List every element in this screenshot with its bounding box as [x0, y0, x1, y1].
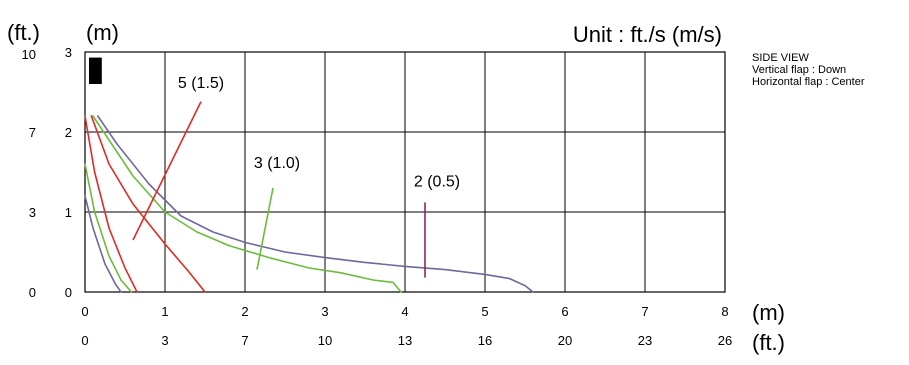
- y-tick-label-ft: 7: [29, 125, 36, 140]
- x-tick-label-m: 6: [561, 304, 568, 319]
- annotation-label: 3 (1.0): [254, 155, 300, 172]
- y-tick-label-m: 0: [65, 285, 72, 300]
- x-tick-label-m: 0: [81, 304, 88, 319]
- annotation-line: [132, 101, 202, 241]
- y-tick-label-m: 1: [65, 205, 72, 220]
- y-tick-label-m: 3: [65, 45, 72, 60]
- side-view-label: SIDE VIEW: [752, 52, 809, 64]
- side-note: SIDE VIEW Vertical flap : Down Horizonta…: [752, 52, 865, 88]
- series-line-green_inner: [84, 163, 133, 293]
- y-axis-unit-m: (m): [86, 20, 119, 45]
- x-tick-label-ft: 0: [81, 333, 88, 348]
- x-tick-label-ft: 23: [638, 333, 652, 348]
- series-line-purple_outer: [97, 115, 534, 293]
- annotation-line: [256, 187, 274, 270]
- vertical-flap-label: Vertical flap : Down: [752, 64, 847, 76]
- x-tick-label-m: 8: [721, 304, 728, 319]
- y-tick-label-ft: 0: [29, 285, 36, 300]
- x-tick-label-m: 4: [401, 304, 408, 319]
- x-axis-unit-m: (m): [752, 300, 785, 325]
- horizontal-flap-label: Horizontal flap : Center: [752, 76, 865, 88]
- y-tick-label-ft: 3: [29, 205, 36, 220]
- series-line-purple_inner: [84, 195, 122, 293]
- x-tick-label-ft: 7: [241, 333, 248, 348]
- velocity-unit-label: Unit : ft./s (m/s): [573, 22, 722, 47]
- x-tick-label-ft: 26: [718, 333, 732, 348]
- y-tick-label-m: 2: [65, 125, 72, 140]
- indoor-unit-block: [89, 57, 102, 84]
- y-tick-label-ft: 10: [22, 47, 36, 62]
- plot-frame: [84, 51, 726, 293]
- series-line-red_inner: [84, 115, 138, 293]
- x-tick-label-ft: 20: [558, 333, 572, 348]
- x-tick-label-m: 3: [321, 304, 328, 319]
- annotation-label: 2 (0.5): [414, 173, 460, 190]
- y-axis-unit-ft: (ft.): [7, 20, 40, 45]
- series-line-red_outer: [90, 115, 206, 293]
- x-tick-label-ft: 3: [161, 333, 168, 348]
- x-tick-label-m: 2: [241, 304, 248, 319]
- x-axis-unit-ft: (ft.): [752, 330, 785, 355]
- annotation-label: 5 (1.5): [178, 75, 224, 92]
- x-tick-label-m: 7: [641, 304, 648, 319]
- series-line-green_outer: [92, 115, 402, 293]
- x-tick-label-ft: 13: [398, 333, 412, 348]
- x-tick-label-m: 1: [161, 304, 168, 319]
- x-tick-label-m: 5: [481, 304, 488, 319]
- grid: [84, 51, 726, 293]
- x-tick-label-ft: 16: [478, 333, 492, 348]
- x-tick-label-ft: 10: [318, 333, 332, 348]
